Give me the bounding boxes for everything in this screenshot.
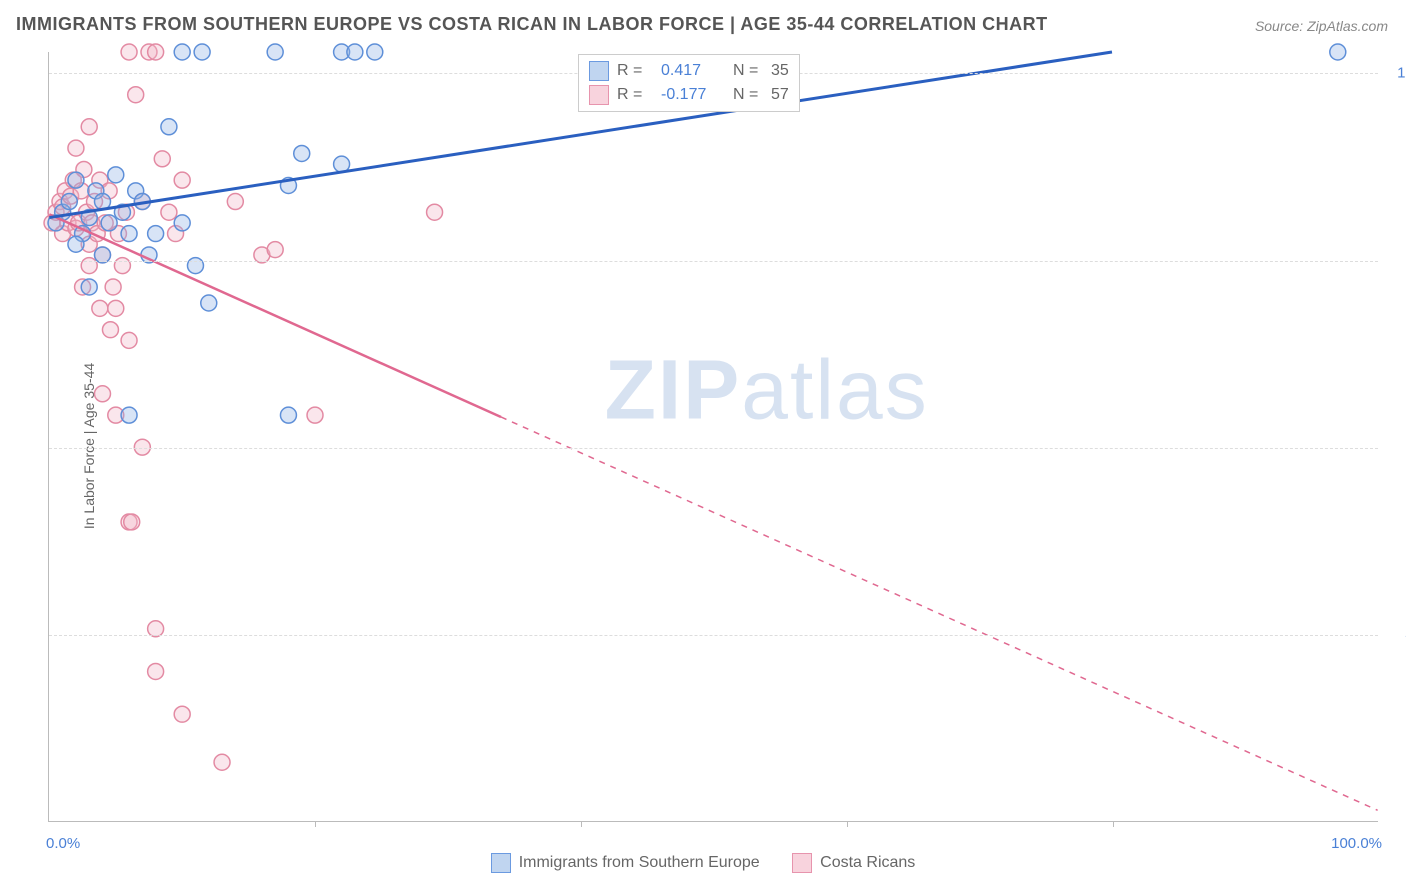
scatter-point [121, 407, 137, 423]
legend-swatch-blue-icon [491, 853, 511, 873]
legend-row-pink: R = -0.177 N = 57 [589, 83, 789, 107]
scatter-point [68, 172, 84, 188]
scatter-point [92, 300, 108, 316]
y-tick-label: 100.0% [1388, 65, 1406, 82]
scatter-chart-svg [49, 52, 1378, 821]
legend-n-label: N = [733, 86, 763, 104]
scatter-point [81, 279, 97, 295]
scatter-point [148, 44, 164, 60]
scatter-point [154, 151, 170, 167]
x-tick-mark [315, 821, 316, 827]
chart-container: IMMIGRANTS FROM SOUTHERN EUROPE VS COSTA… [0, 0, 1406, 892]
legend-n-label: N = [733, 62, 763, 80]
scatter-point [105, 279, 121, 295]
legend-item-blue: Immigrants from Southern Europe [491, 853, 760, 873]
scatter-point [1330, 44, 1346, 60]
scatter-point [102, 322, 118, 338]
legend-r-label: R = [617, 62, 653, 80]
x-tick-mark [847, 821, 848, 827]
scatter-point [121, 44, 137, 60]
gridline-h [49, 261, 1378, 262]
scatter-point [367, 44, 383, 60]
scatter-point [161, 119, 177, 135]
scatter-point [174, 172, 190, 188]
correlation-legend: R = 0.417 N = 35 R = -0.177 N = 57 [578, 54, 800, 112]
scatter-point [81, 119, 97, 135]
chart-title: IMMIGRANTS FROM SOUTHERN EUROPE VS COSTA… [16, 14, 1048, 35]
scatter-point [427, 204, 443, 220]
legend-n-value-blue: 35 [771, 62, 789, 80]
legend-label-blue: Immigrants from Southern Europe [519, 854, 760, 872]
scatter-point [201, 295, 217, 311]
scatter-point [108, 167, 124, 183]
legend-item-pink: Costa Ricans [792, 853, 915, 873]
legend-r-value-pink: -0.177 [661, 86, 725, 104]
scatter-point [214, 754, 230, 770]
legend-r-value-blue: 0.417 [661, 62, 725, 80]
y-tick-label: 65.0% [1388, 439, 1406, 456]
scatter-point [267, 242, 283, 258]
scatter-point [101, 215, 117, 231]
legend-n-value-pink: 57 [771, 86, 789, 104]
x-axis-max-label: 100.0% [1331, 835, 1382, 852]
scatter-point [174, 44, 190, 60]
source-prefix: Source: [1255, 18, 1307, 34]
legend-swatch-pink-icon [792, 853, 812, 873]
scatter-point [294, 145, 310, 161]
scatter-point [121, 226, 137, 242]
x-tick-mark [581, 821, 582, 827]
scatter-point [121, 332, 137, 348]
plot-area: ZIPatlas 47.5%65.0%82.5%100.0% [48, 52, 1378, 822]
regression-line-dashed [501, 417, 1378, 810]
x-tick-mark [1113, 821, 1114, 827]
scatter-point [148, 663, 164, 679]
scatter-point [161, 204, 177, 220]
series-legend: Immigrants from Southern Europe Costa Ri… [0, 853, 1406, 878]
gridline-h [49, 635, 1378, 636]
scatter-point [174, 706, 190, 722]
legend-swatch-pink [589, 85, 609, 105]
source-name: ZipAtlas.com [1307, 18, 1388, 34]
scatter-point [95, 386, 111, 402]
scatter-point [280, 407, 296, 423]
source-attribution: Source: ZipAtlas.com [1255, 18, 1388, 34]
scatter-point [108, 300, 124, 316]
scatter-point [124, 514, 140, 530]
gridline-h [49, 448, 1378, 449]
legend-label-pink: Costa Ricans [820, 854, 915, 872]
scatter-point [267, 44, 283, 60]
x-axis-min-label: 0.0% [46, 835, 80, 852]
scatter-point [347, 44, 363, 60]
y-tick-label: 82.5% [1388, 252, 1406, 269]
scatter-point [128, 87, 144, 103]
scatter-point [307, 407, 323, 423]
scatter-point [227, 194, 243, 210]
scatter-point [194, 44, 210, 60]
scatter-point [174, 215, 190, 231]
scatter-point [68, 236, 84, 252]
scatter-point [61, 194, 77, 210]
y-tick-label: 47.5% [1388, 626, 1406, 643]
legend-row-blue: R = 0.417 N = 35 [589, 59, 789, 83]
scatter-point [68, 140, 84, 156]
scatter-point [148, 226, 164, 242]
legend-swatch-blue [589, 61, 609, 81]
legend-r-label: R = [617, 86, 653, 104]
